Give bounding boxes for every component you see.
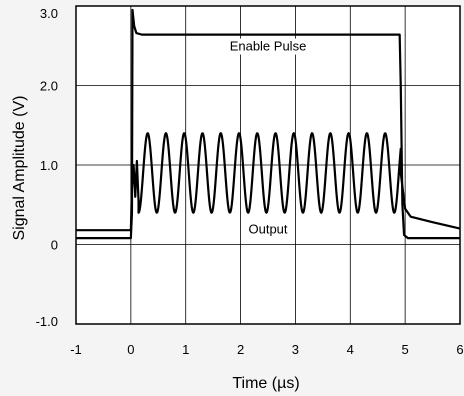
annotation-label: Output (248, 221, 287, 236)
y-tick-label: 1.0 (40, 158, 58, 173)
y-tick-label: 2.0 (40, 79, 58, 94)
y-tick-label: 0 (51, 238, 58, 253)
series-layer (76, 8, 461, 240)
x-tick-label: 1 (182, 342, 189, 357)
x-axis-label: Time (µs) (232, 375, 299, 392)
annotation-bg (224, 38, 312, 55)
x-tick-label: 2 (237, 342, 244, 357)
x-tick-label: -1 (70, 342, 82, 357)
x-tick-label: 3 (292, 342, 299, 357)
y-tick-label: 3.0 (40, 6, 58, 21)
annotation-bg (245, 221, 291, 238)
tick-labels: -1 0 1 2 3 4 5 6 -1.0 0 1.0 2.0 3.0 (36, 6, 464, 357)
x-tick-label: 0 (127, 342, 134, 357)
y-axis-label: Signal Amplitude (V) (11, 96, 28, 241)
series-output (76, 132, 461, 232)
y-tick-label: -1.0 (36, 314, 58, 329)
annotations: Enable Pulse Output (224, 38, 312, 238)
x-tick-label: 4 (347, 342, 354, 357)
grid (76, 6, 460, 324)
annotation-label: Enable Pulse (230, 39, 307, 54)
x-tick-label: 5 (402, 342, 409, 357)
x-tick-label: 6 (456, 342, 463, 357)
